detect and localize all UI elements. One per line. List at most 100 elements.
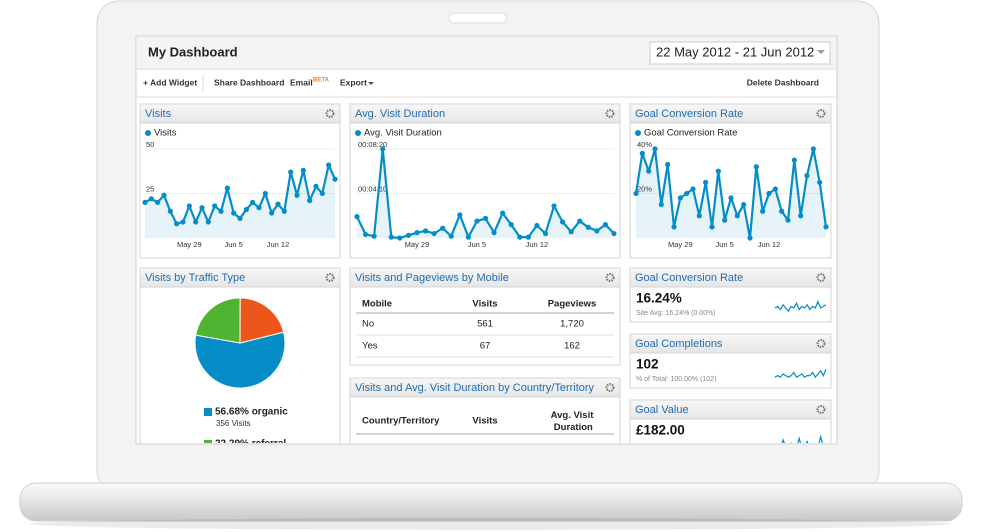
data-point (362, 231, 369, 238)
kpi-sub: Site Avg: 16.24% (0.00%) (636, 310, 716, 317)
data-point (709, 224, 715, 230)
data-point (237, 215, 243, 221)
data-point (148, 196, 154, 202)
data-point (354, 214, 360, 220)
data-point (256, 205, 262, 211)
gear-icon[interactable] (605, 383, 615, 392)
data-point (371, 233, 377, 239)
pie-slice (239, 297, 285, 344)
data-point (199, 205, 205, 211)
data-point (639, 150, 645, 156)
gear-button[interactable] (816, 405, 826, 414)
toolbar-button[interactable]: + Add Widget (143, 77, 197, 87)
data-point (288, 169, 294, 175)
column-header: Visits (472, 299, 497, 310)
gear-icon[interactable] (816, 273, 826, 282)
column-header: Pageviews (548, 299, 597, 310)
legend-swatch (204, 440, 212, 443)
data-point (269, 210, 275, 216)
data-point (218, 208, 224, 214)
data-point (715, 168, 721, 174)
data-point (542, 230, 549, 237)
y-tick-label: 00:08:20 (358, 140, 387, 149)
gear-button[interactable] (605, 273, 615, 282)
data-point (465, 234, 471, 240)
column-header: Country/Territory (362, 416, 440, 427)
data-point (380, 146, 386, 152)
sparkline (774, 368, 827, 379)
gear-button[interactable] (816, 339, 826, 348)
data-point (193, 219, 199, 225)
table-cell: 1,720 (560, 319, 584, 330)
data-point (677, 195, 683, 201)
dashboard-title: My Dashboard (148, 44, 238, 59)
toolbar-button[interactable]: Export (340, 77, 367, 87)
table-cell: 561 (477, 319, 493, 330)
toolbar-button[interactable]: Share Dashboard (214, 77, 284, 87)
toolbar-button[interactable]: Email (290, 77, 313, 87)
y-tick-label: 40% (637, 140, 652, 149)
data-point (332, 176, 338, 182)
gear-icon[interactable] (816, 339, 826, 348)
data-point (224, 185, 230, 191)
table-cell: No (362, 319, 374, 330)
data-point (294, 192, 300, 198)
x-tick-label: May 29 (405, 240, 430, 249)
pie-slice (195, 297, 241, 344)
gear-icon[interactable] (325, 273, 335, 282)
data-point (734, 213, 740, 219)
data-point (397, 235, 403, 241)
date-picker[interactable] (649, 41, 831, 65)
data-point (684, 190, 690, 197)
area (636, 148, 826, 238)
gear-icon[interactable] (605, 109, 615, 118)
legend-label: Avg. Visit Duration (364, 128, 442, 139)
legend-sub: 356 Visits (216, 419, 251, 428)
gear-button[interactable] (325, 109, 335, 118)
toolbar-button[interactable]: Delete Dashboard (747, 77, 819, 87)
data-point (262, 190, 268, 197)
data-point (212, 203, 218, 209)
gear-button[interactable] (816, 109, 826, 118)
data-point (791, 157, 797, 163)
data-point (414, 230, 420, 236)
data-point (551, 203, 557, 209)
x-tick-label: May 29 (177, 240, 202, 249)
legend-swatch (204, 408, 212, 416)
kpi-value: 16.24% (636, 291, 682, 306)
gear-icon[interactable] (816, 109, 826, 118)
shadow (30, 518, 950, 530)
data-point (722, 217, 728, 223)
data-point (508, 222, 514, 228)
x-tick-label: Jun 12 (267, 240, 290, 249)
data-point (560, 219, 566, 225)
data-point (300, 167, 306, 173)
widget (349, 103, 621, 259)
widget-header (349, 377, 621, 398)
gear-icon[interactable] (325, 109, 335, 118)
gear-button[interactable] (816, 273, 826, 282)
date-range[interactable]: 22 May 2012 - 21 Jun 2012 (656, 44, 814, 59)
data-point (658, 201, 664, 208)
data-point (457, 212, 463, 218)
gear-button[interactable] (325, 273, 335, 282)
data-point (534, 222, 540, 229)
x-tick-label: Jun 12 (758, 240, 781, 249)
data-point (779, 208, 785, 214)
data-point (517, 234, 523, 240)
gear-button[interactable] (605, 109, 615, 118)
gear-icon[interactable] (816, 405, 826, 414)
data-point (281, 208, 287, 214)
gear-icon[interactable] (605, 273, 615, 282)
data-point (798, 213, 804, 219)
data-point (142, 199, 148, 205)
sparkline (774, 300, 827, 313)
kpi-value: 102 (636, 357, 659, 372)
widget-header (629, 333, 832, 354)
gear-button[interactable] (605, 383, 615, 392)
data-point (785, 217, 791, 223)
area (145, 164, 335, 238)
data-point (577, 218, 583, 224)
data-point (500, 210, 506, 216)
